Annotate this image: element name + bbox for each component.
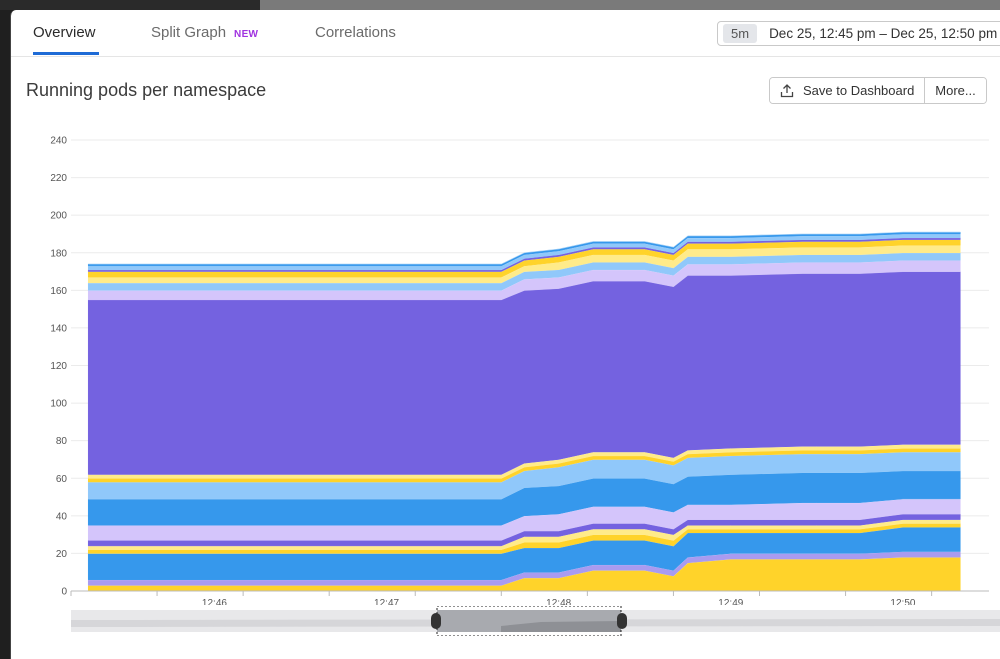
time-span-chip[interactable]: 5m	[723, 24, 758, 43]
y-tick-label: 20	[56, 549, 68, 560]
x-tick-label: 12:47	[374, 598, 399, 605]
x-tick-label: 12:48	[546, 598, 571, 605]
time-range-picker[interactable]: 5m Dec 25, 12:45 pm – Dec 25, 12:50 pm	[717, 21, 1000, 46]
window-top-strip	[0, 0, 1000, 10]
save-to-dashboard-label: Save to Dashboard	[803, 83, 915, 98]
tab-split-graph-label: Split Graph	[151, 24, 227, 41]
y-tick-label: 240	[50, 136, 67, 147]
tab-split-graph[interactable]: Split Graph NEW	[151, 24, 258, 41]
more-label: More...	[935, 83, 976, 98]
series-area-11[interactable]	[87, 271, 961, 475]
more-button[interactable]: More...	[924, 78, 986, 103]
y-tick-label: 100	[50, 399, 67, 410]
y-tick-label: 120	[50, 361, 67, 372]
upload-icon	[780, 83, 794, 97]
stacked-area-chart[interactable]: 0 20 40 60 80 100 120 140 160 180 200 220 240 12:46 12…	[11, 120, 1000, 605]
active-tab-indicator	[33, 52, 99, 55]
y-tick-label: 140	[50, 323, 67, 334]
navigator-selection-preview	[501, 621, 621, 632]
y-tick-label: 200	[50, 211, 67, 222]
y-tick-label: 80	[56, 436, 68, 447]
tab-bar: Overview Split Graph NEW Correlations 5m …	[11, 10, 1000, 57]
y-tick-label: 220	[50, 173, 67, 184]
y-tick-label: 60	[56, 474, 68, 485]
new-badge: NEW	[234, 29, 259, 40]
time-range-text: Dec 25, 12:45 pm – Dec 25, 12:50 pm	[769, 26, 998, 41]
graph-panel: Overview Split Graph NEW Correlations 5m …	[10, 10, 1000, 659]
y-tick-label: 160	[50, 286, 67, 297]
tab-correlations[interactable]: Correlations	[315, 24, 396, 41]
time-navigator[interactable]	[71, 606, 1000, 636]
y-tick-label: 40	[56, 511, 68, 522]
x-tick-label: 12:49	[718, 598, 743, 605]
navigator-left-handle[interactable]	[431, 613, 441, 629]
chart-actions: Save to Dashboard More...	[769, 77, 987, 104]
x-tick-label: 12:46	[202, 598, 227, 605]
y-tick-label: 180	[50, 248, 67, 259]
chart-title: Running pods per namespace	[26, 80, 267, 100]
y-tick-label: 0	[61, 587, 67, 598]
series-edge-18	[88, 231, 961, 265]
tab-overview[interactable]: Overview	[33, 24, 96, 41]
x-tick-label: 12:50	[890, 598, 915, 605]
navigator-right-handle[interactable]	[617, 613, 627, 629]
save-to-dashboard-button[interactable]: Save to Dashboard	[770, 78, 925, 103]
